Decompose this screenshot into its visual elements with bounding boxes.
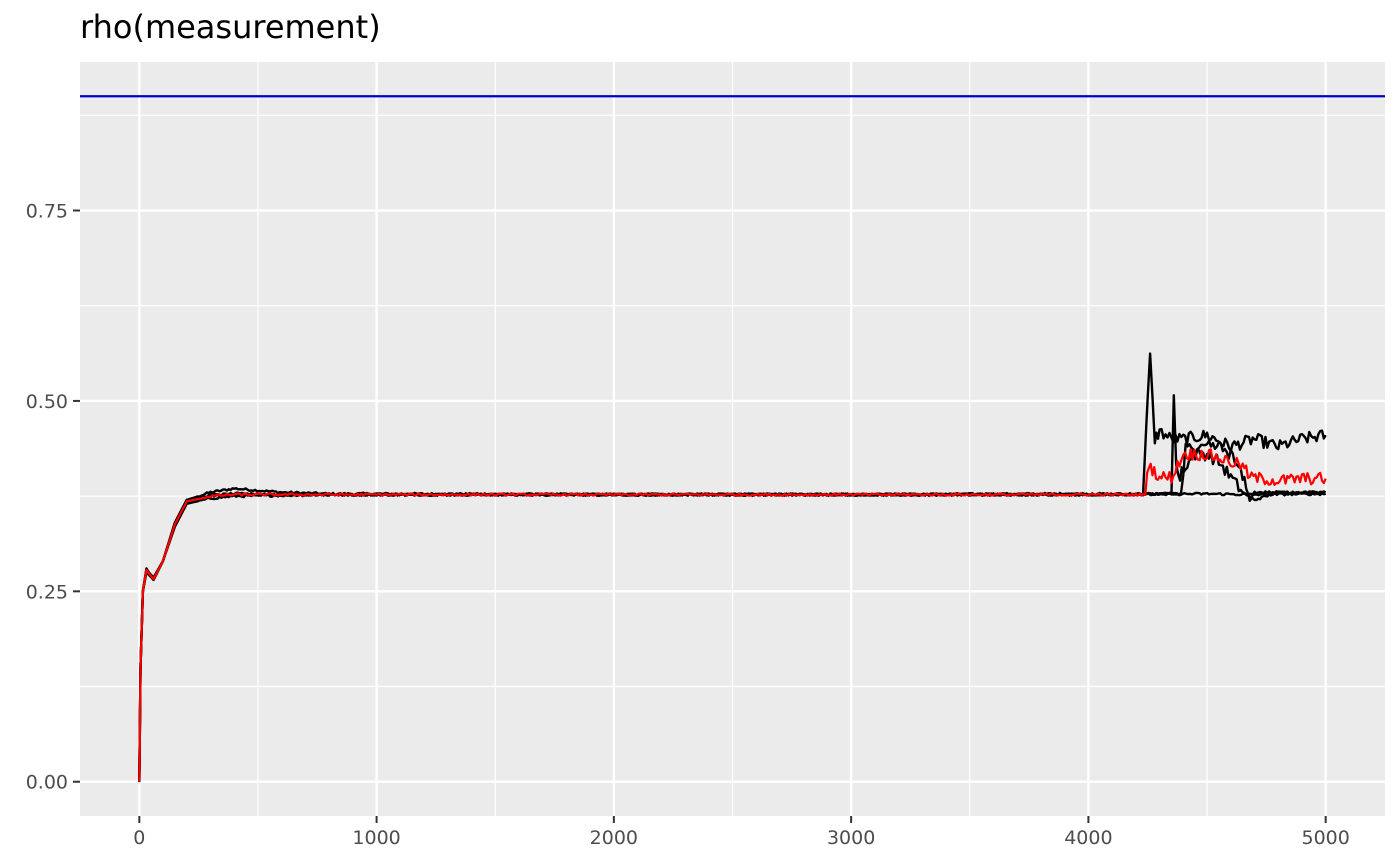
y-tick-label: 0.50 [26, 391, 68, 413]
x-tick-label: 0 [133, 827, 145, 849]
mean-series-line [138, 448, 1327, 782]
x-tick-label: 3000 [827, 827, 875, 849]
x-tick-label: 1000 [352, 827, 400, 849]
y-tick-label: 0.00 [26, 772, 68, 794]
minor-gridlines [80, 62, 1385, 816]
y-axis: 0.00 0.25 0.50 0.75 [26, 201, 80, 794]
series-group [138, 352, 1327, 782]
x-axis: 0 1000 2000 3000 4000 5000 [133, 816, 1350, 849]
y-tick-label: 0.25 [26, 581, 68, 603]
major-gridlines [80, 62, 1385, 816]
chart-title: rho(measurement) [80, 8, 381, 46]
y-tick-label: 0.75 [26, 201, 68, 223]
x-tick-label: 2000 [590, 827, 638, 849]
x-tick-label: 4000 [1064, 827, 1112, 849]
x-tick-label: 5000 [1302, 827, 1350, 849]
